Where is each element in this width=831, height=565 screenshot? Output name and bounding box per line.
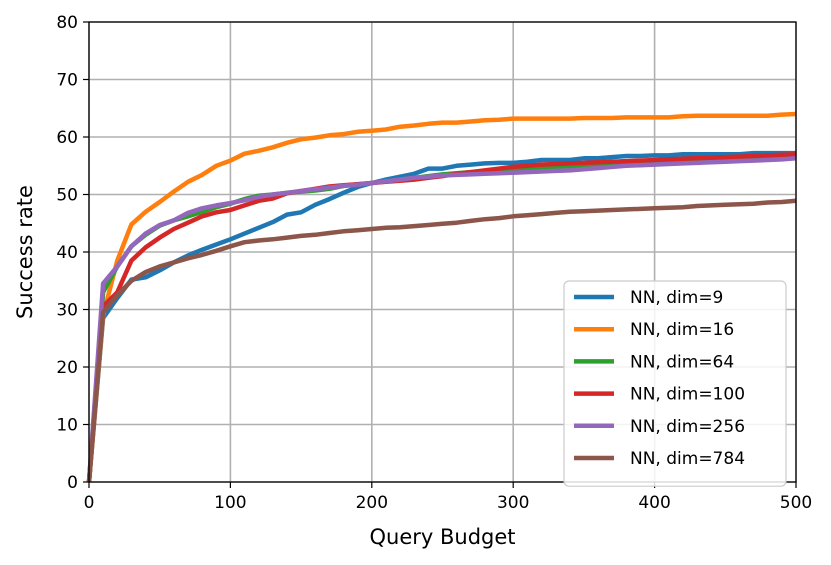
legend-label: NN, dim=256 [630,417,745,437]
y-tick-label: 60 [56,128,78,148]
legend-label: NN, dim=64 [630,352,734,372]
x-axis-title: Query Budget [369,525,515,549]
x-tick-label: 300 [497,493,529,513]
legend-label: NN, dim=100 [630,385,745,405]
series-lines [86,111,797,483]
x-tick-label: 0 [84,493,95,513]
axis-ticks: 0 100 200 300 400 500 0 10 20 30 40 50 60 70 80 [56,13,812,513]
series-line-1 [86,150,796,483]
x-tick-label: 500 [780,493,812,513]
y-tick-label: 50 [56,186,78,206]
y-axis-title: Success rate [13,185,37,319]
y-tick-label: 70 [56,71,78,91]
legend-label: NN, dim=16 [630,320,734,340]
legend-label: NN, dim=9 [630,288,723,308]
y-tick-label: 20 [56,358,78,378]
x-tick-label: 400 [638,493,670,513]
y-tick-label: 30 [56,301,78,321]
x-tick-label: 100 [214,493,246,513]
series-line-2 [86,111,797,483]
legend-box [563,280,787,487]
y-tick-label: 10 [56,416,78,436]
series-line-5 [86,156,797,483]
series-line-6 [86,198,797,483]
y-tick-label: 0 [67,473,78,493]
legend: NN, dim=9 NN, dim=16 NN, dim=64 NN, dim=100… [563,280,787,487]
legend-label: NN, dim=784 [630,449,745,469]
x-tick-label: 200 [356,493,388,513]
y-tick-label: 80 [56,13,78,33]
y-tick-label: 40 [56,243,78,263]
